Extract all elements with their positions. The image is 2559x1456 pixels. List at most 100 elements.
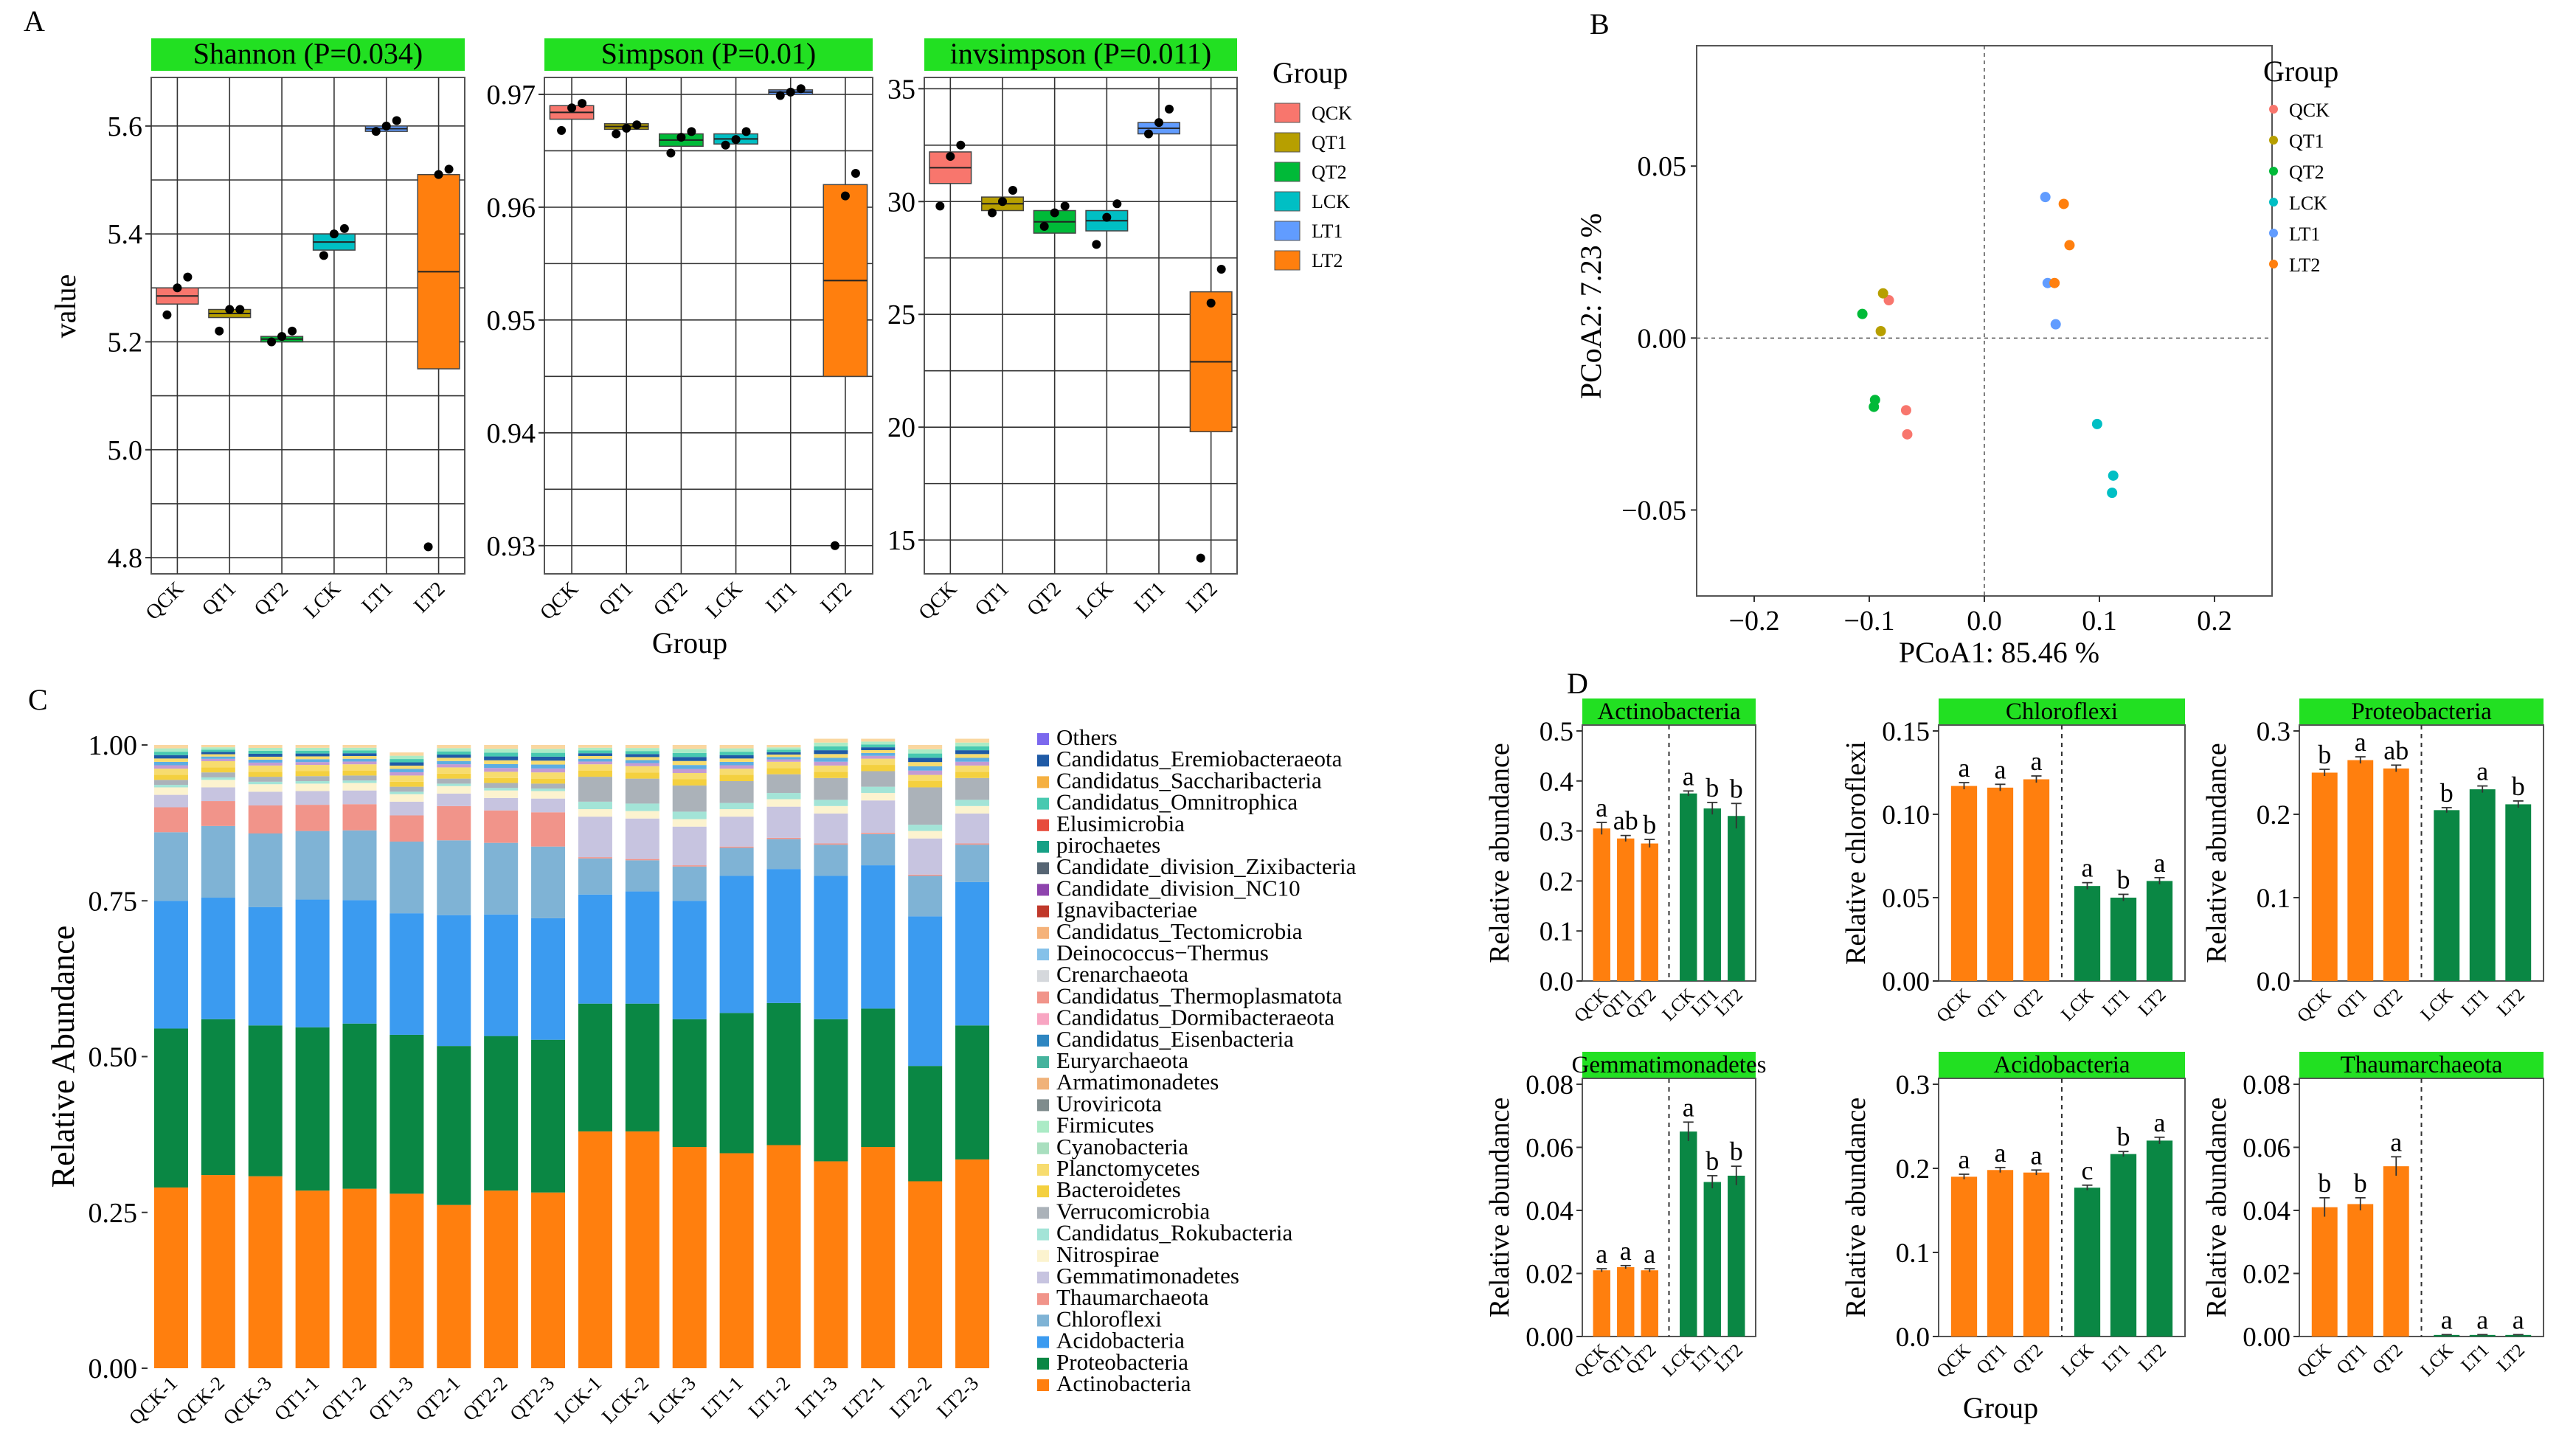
bar-segment-candidatus_rokubacteria: [719, 802, 754, 810]
subplot-title: Actinobacteria: [1597, 698, 1741, 725]
bar-segment-others: [531, 752, 566, 757]
bar-segment-acidobacteria: [625, 891, 659, 1004]
legend-label: Armatimonadetes: [1056, 1069, 1219, 1095]
bar-segment-gemmatimonadetes: [625, 818, 659, 859]
legend-swatch: [1037, 1099, 1049, 1112]
bar-segment-acidobacteria: [719, 876, 754, 1013]
bar-segment-chloroflexi: [814, 845, 848, 876]
bar-segment-others: [861, 750, 896, 753]
bar-segment-others: [389, 762, 424, 766]
bar-segment-others: [861, 755, 896, 759]
bar-segment-others: [578, 745, 612, 748]
bar-segment-candidatus_rokubacteria: [342, 780, 377, 783]
bar-segment-others: [578, 758, 612, 762]
bar-segment-others: [531, 760, 566, 765]
ytick-label: 0.3: [1896, 1070, 1930, 1100]
bar-segment-candidatus_rokubacteria: [295, 781, 330, 784]
bar-segment-chloroflexi: [719, 847, 754, 876]
data-point: [288, 326, 297, 336]
bar-segment-planctomycetes: [719, 769, 754, 775]
data-point: [1102, 212, 1112, 222]
bar-segment-others: [484, 745, 519, 749]
subplot-strip: [1939, 698, 2185, 725]
bar-segment-nitrospirae: [153, 787, 188, 795]
data-point: [786, 87, 795, 97]
bar-segment-actinobacteria: [672, 1147, 707, 1368]
bar-segment-others: [484, 752, 519, 757]
significance-letter: a: [2476, 757, 2488, 786]
bar-segment-gemmatimonadetes: [955, 813, 990, 844]
bar-segment-others: [814, 761, 848, 766]
bar-segment-others: [531, 768, 566, 773]
pcoa-point-QCK: [1902, 429, 1913, 440]
legend-label: Uroviricota: [1056, 1090, 1162, 1116]
legend-swatch: [1037, 862, 1049, 875]
bar-segment-planctomycetes: [389, 775, 424, 782]
xtick-label: QT1: [595, 578, 637, 620]
bar-segment-verrucomicrobia: [153, 780, 188, 786]
legend-swatch: [1037, 1142, 1049, 1154]
data-point: [392, 116, 401, 125]
legend-label: Actinobacteria: [1056, 1370, 1191, 1396]
legend-swatch: [1037, 926, 1049, 939]
bar-segment-bacteroidetes: [814, 772, 848, 778]
bar-LCK: [2434, 1334, 2460, 1337]
legend-label: Ignavibacteriae: [1056, 897, 1197, 923]
bar-segment-planctomycetes: [861, 758, 896, 766]
ytick-label: 0.2: [2257, 800, 2290, 831]
bar-segment-others: [672, 760, 707, 766]
legend-label: LCK: [1312, 191, 1350, 212]
legend-label: Others: [1056, 724, 1118, 750]
data-point: [1144, 129, 1153, 139]
legend-label: Elusimicrobia: [1056, 811, 1185, 836]
legend-label: QCK: [2289, 100, 2330, 121]
bar-segment-others: [719, 758, 754, 762]
legend-swatch-QT1: [1274, 132, 1301, 153]
significance-letter: a: [2355, 727, 2366, 757]
xtick-label: LT2: [817, 578, 856, 617]
data-point: [1050, 208, 1059, 218]
ytick-label: 0.05: [1882, 884, 1930, 914]
xtick-label: QT1: [1973, 1340, 2010, 1378]
subplot-ylabel: Relative abundance: [1841, 1098, 1871, 1318]
facet-panel: [150, 77, 465, 575]
legend-label: Chloroflexi: [1056, 1306, 1162, 1331]
bar-QT1: [1617, 1266, 1635, 1337]
bar-QT1: [1617, 838, 1635, 981]
legend-swatch: [1037, 776, 1049, 788]
significance-letter: b: [1730, 774, 1743, 803]
bar-segment-verrucomicrobia: [484, 783, 519, 788]
bar-segment-acidobacteria: [908, 916, 943, 1067]
legend-label: Candidatus_Rokubacteria: [1056, 1220, 1292, 1246]
bar-segment-verrucomicrobia: [201, 772, 235, 777]
bar-segment-others: [201, 758, 235, 761]
pcoa-point-LT1: [2050, 319, 2061, 330]
bar-segment-others: [342, 750, 377, 754]
facet-title: invsimpson (P=0.011): [950, 37, 1211, 70]
bar-segment-others: [342, 747, 377, 751]
bar-segment-others: [578, 753, 612, 756]
bar-segment-acidobacteria: [955, 881, 990, 1026]
bar-segment-thaumarchaeota: [201, 801, 235, 826]
bar-segment-thaumarchaeota: [437, 805, 471, 841]
xtick-label: QCK: [1933, 985, 1974, 1026]
bar-segment-verrucomicrobia: [295, 776, 330, 782]
legend-label: Candidatus_Thermoplasmatota: [1056, 982, 1343, 1008]
bar-segment-bacteroidetes: [578, 770, 612, 777]
legend-swatch: [1037, 819, 1049, 831]
ytick-label: 0.2: [1896, 1154, 1930, 1185]
bar-segment-bacteroidetes: [719, 774, 754, 782]
pcoa-point-LT1: [2040, 192, 2051, 203]
xtick-label: QT1: [971, 578, 1014, 620]
bar-segment-others: [955, 738, 990, 743]
bar-segment-others: [295, 750, 330, 754]
facet-strip: [924, 38, 1237, 71]
bar-segment-candidatus_rokubacteria: [908, 825, 943, 831]
significance-letter: a: [1644, 1239, 1655, 1269]
bar-LCK: [1680, 1131, 1697, 1337]
legend-label: Candidatus_Omnitrophica: [1056, 789, 1298, 815]
bar-segment-chloroflexi: [389, 841, 424, 914]
bar-segment-actinobacteria: [295, 1190, 330, 1368]
ytick-label: 0.00: [2243, 1322, 2290, 1353]
ytick-label: 0.3: [2257, 717, 2290, 747]
